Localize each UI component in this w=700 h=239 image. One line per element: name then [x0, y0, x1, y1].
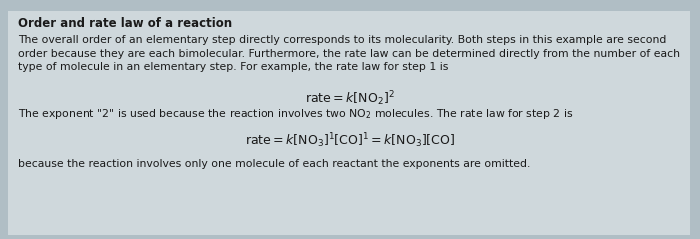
Text: $\mathrm{rate} = k[\mathrm{NO}_2]^2$: $\mathrm{rate} = k[\mathrm{NO}_2]^2$: [305, 89, 395, 108]
Text: The exponent "2" is used because the reaction involves two NO$_2$ molecules. The: The exponent "2" is used because the rea…: [18, 107, 573, 121]
Text: because the reaction involves only one molecule of each reactant the exponents a: because the reaction involves only one m…: [18, 159, 531, 169]
FancyBboxPatch shape: [8, 11, 690, 235]
Text: $\mathrm{rate} = k[\mathrm{NO}_3]^1[\mathrm{CO}]^1 = k[\mathrm{NO}_3][\mathrm{CO: $\mathrm{rate} = k[\mathrm{NO}_3]^1[\mat…: [245, 131, 455, 150]
Text: type of molecule in an elementary step. For example, the rate law for step 1 is: type of molecule in an elementary step. …: [18, 62, 449, 72]
Text: order because they are each bimolecular. Furthermore, the rate law can be determ: order because they are each bimolecular.…: [18, 49, 680, 59]
Text: Order and rate law of a reaction: Order and rate law of a reaction: [18, 17, 232, 30]
Text: The overall order of an elementary step directly corresponds to its molecularity: The overall order of an elementary step …: [18, 35, 666, 45]
